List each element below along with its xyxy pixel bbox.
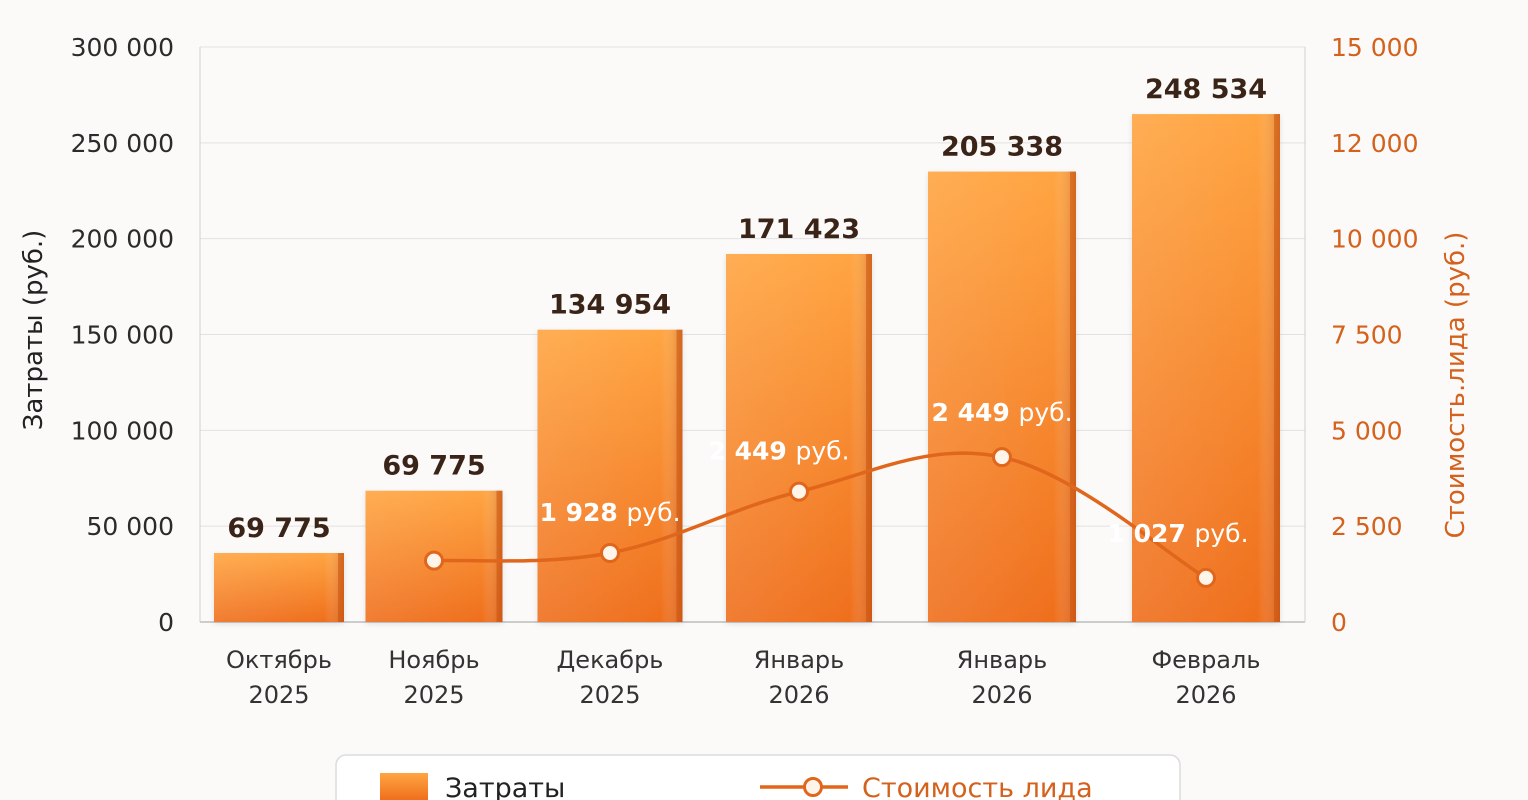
bar bbox=[928, 171, 1076, 623]
y-tick-label: 200 000 bbox=[71, 225, 174, 254]
x-tick-year: 2025 bbox=[248, 681, 309, 709]
cost-value-label: 1 928 руб. bbox=[539, 498, 680, 527]
bar-value-label: 134 954 bbox=[549, 290, 671, 321]
x-tick-label: Февраль 2026 bbox=[1152, 646, 1261, 709]
x-tick-month: Январь bbox=[957, 646, 1048, 674]
cost-value: 1 928 bbox=[539, 498, 626, 527]
y-tick-label: 0 bbox=[158, 608, 174, 637]
bar bbox=[726, 254, 872, 622]
x-tick-label: Январь 2026 bbox=[957, 646, 1048, 709]
cost-line bbox=[424, 447, 1216, 588]
bar-value-label: 205 338 bbox=[941, 132, 1063, 163]
bar-shade bbox=[928, 171, 1076, 623]
axes: 0 0 50 000 2 500 100 000 5 000 150 000 7 500 200… bbox=[19, 33, 1471, 709]
cost-value: 1 027 bbox=[1107, 519, 1194, 548]
y-tick-label: 150 000 bbox=[71, 321, 174, 350]
bar-side bbox=[1274, 114, 1280, 622]
legend-bar-swatch bbox=[380, 773, 428, 800]
x-tick-label: Январь 2026 bbox=[754, 646, 845, 709]
cost-point bbox=[600, 543, 620, 563]
x-tick-label: Октябрь 2025 bbox=[226, 646, 332, 709]
bar-side bbox=[866, 254, 872, 622]
legend-box bbox=[335, 754, 1181, 800]
y-axis-title: Затраты (руб.) bbox=[19, 230, 49, 431]
y2-tick-label: 10 000 bbox=[1331, 225, 1418, 254]
bar-shade bbox=[1132, 114, 1280, 622]
legend-bar-label: Затраты bbox=[445, 773, 565, 800]
cost-value-label: 1 027 руб. bbox=[1107, 519, 1248, 548]
bar bbox=[1132, 114, 1280, 622]
x-tick-year: 2025 bbox=[579, 681, 640, 709]
x-tick-month: Декабрь bbox=[557, 646, 664, 674]
bar bbox=[537, 329, 683, 622]
bar-side bbox=[496, 490, 503, 622]
y-tick-label: 50 000 bbox=[87, 512, 174, 541]
y2-tick-label: 7 500 bbox=[1331, 321, 1403, 350]
cost-unit: руб. bbox=[626, 498, 680, 527]
cost-point bbox=[424, 550, 444, 571]
cost-value: 2 449 bbox=[931, 398, 1018, 427]
legend-line-label: Стоимость лида bbox=[862, 773, 1093, 800]
bar bbox=[214, 553, 344, 622]
y2-axis-title: Стоимость.лида (руб.) bbox=[1441, 232, 1471, 539]
x-tick-year: 2025 bbox=[403, 681, 464, 709]
y2-tick-label: 2 500 bbox=[1331, 512, 1403, 541]
cost-value-label: 2 449 руб. bbox=[708, 437, 849, 466]
bar-value-label: 171 423 bbox=[738, 214, 860, 245]
y2-tick-label: 12 000 bbox=[1331, 129, 1418, 158]
cost-point bbox=[1196, 567, 1216, 588]
bar-value-label: 69 775 bbox=[382, 451, 485, 482]
x-tick-month: Февраль bbox=[1152, 646, 1261, 674]
x-tick-month: Январь bbox=[754, 646, 845, 674]
y2-tick-label: 15 000 bbox=[1331, 33, 1418, 62]
bar-value-label: 248 534 bbox=[1145, 74, 1267, 105]
y-tick-label: 300 000 bbox=[71, 33, 174, 62]
cost-unit: руб. bbox=[795, 437, 849, 466]
cost-point bbox=[992, 447, 1012, 468]
x-tick-month: Ноябрь bbox=[388, 646, 479, 674]
bar-labels: 69 775 69 775 134 954 171 423 205 338 248 534 bbox=[227, 74, 1267, 544]
x-tick-year: 2026 bbox=[971, 681, 1032, 709]
cost-unit: руб. bbox=[1194, 519, 1248, 548]
x-tick-month: Октябрь bbox=[226, 646, 332, 674]
cost-value-label: 2 449 руб. bbox=[931, 398, 1072, 427]
bar-shade bbox=[214, 553, 344, 622]
bar-side bbox=[1070, 171, 1076, 623]
bar-side bbox=[676, 329, 683, 622]
x-tick-year: 2026 bbox=[1175, 681, 1236, 709]
x-tick-year: 2026 bbox=[768, 681, 829, 709]
y2-tick-label: 5 000 bbox=[1331, 416, 1403, 445]
cost-point bbox=[789, 481, 809, 502]
x-tick-label: Ноябрь 2025 bbox=[388, 646, 479, 709]
cost-labels: 1 928 руб.2 449 руб.2 449 руб.1 027 руб. bbox=[539, 398, 1248, 548]
y-tick-label: 250 000 bbox=[71, 129, 174, 158]
bars bbox=[214, 114, 1280, 623]
y2-tick-label: 0 bbox=[1331, 608, 1347, 637]
cost-unit: руб. bbox=[1018, 398, 1072, 427]
x-tick-label: Декабрь 2025 bbox=[557, 646, 664, 709]
y-tick-label: 100 000 bbox=[71, 416, 174, 445]
legend: Затраты Стоимость лида bbox=[335, 754, 1181, 800]
legend-line-marker bbox=[803, 777, 823, 797]
bar-shade bbox=[726, 254, 872, 622]
bar-side bbox=[338, 553, 344, 622]
cost-value: 2 449 bbox=[708, 437, 795, 466]
bar-value-label: 69 775 bbox=[227, 513, 330, 544]
bar-shade bbox=[537, 329, 683, 622]
